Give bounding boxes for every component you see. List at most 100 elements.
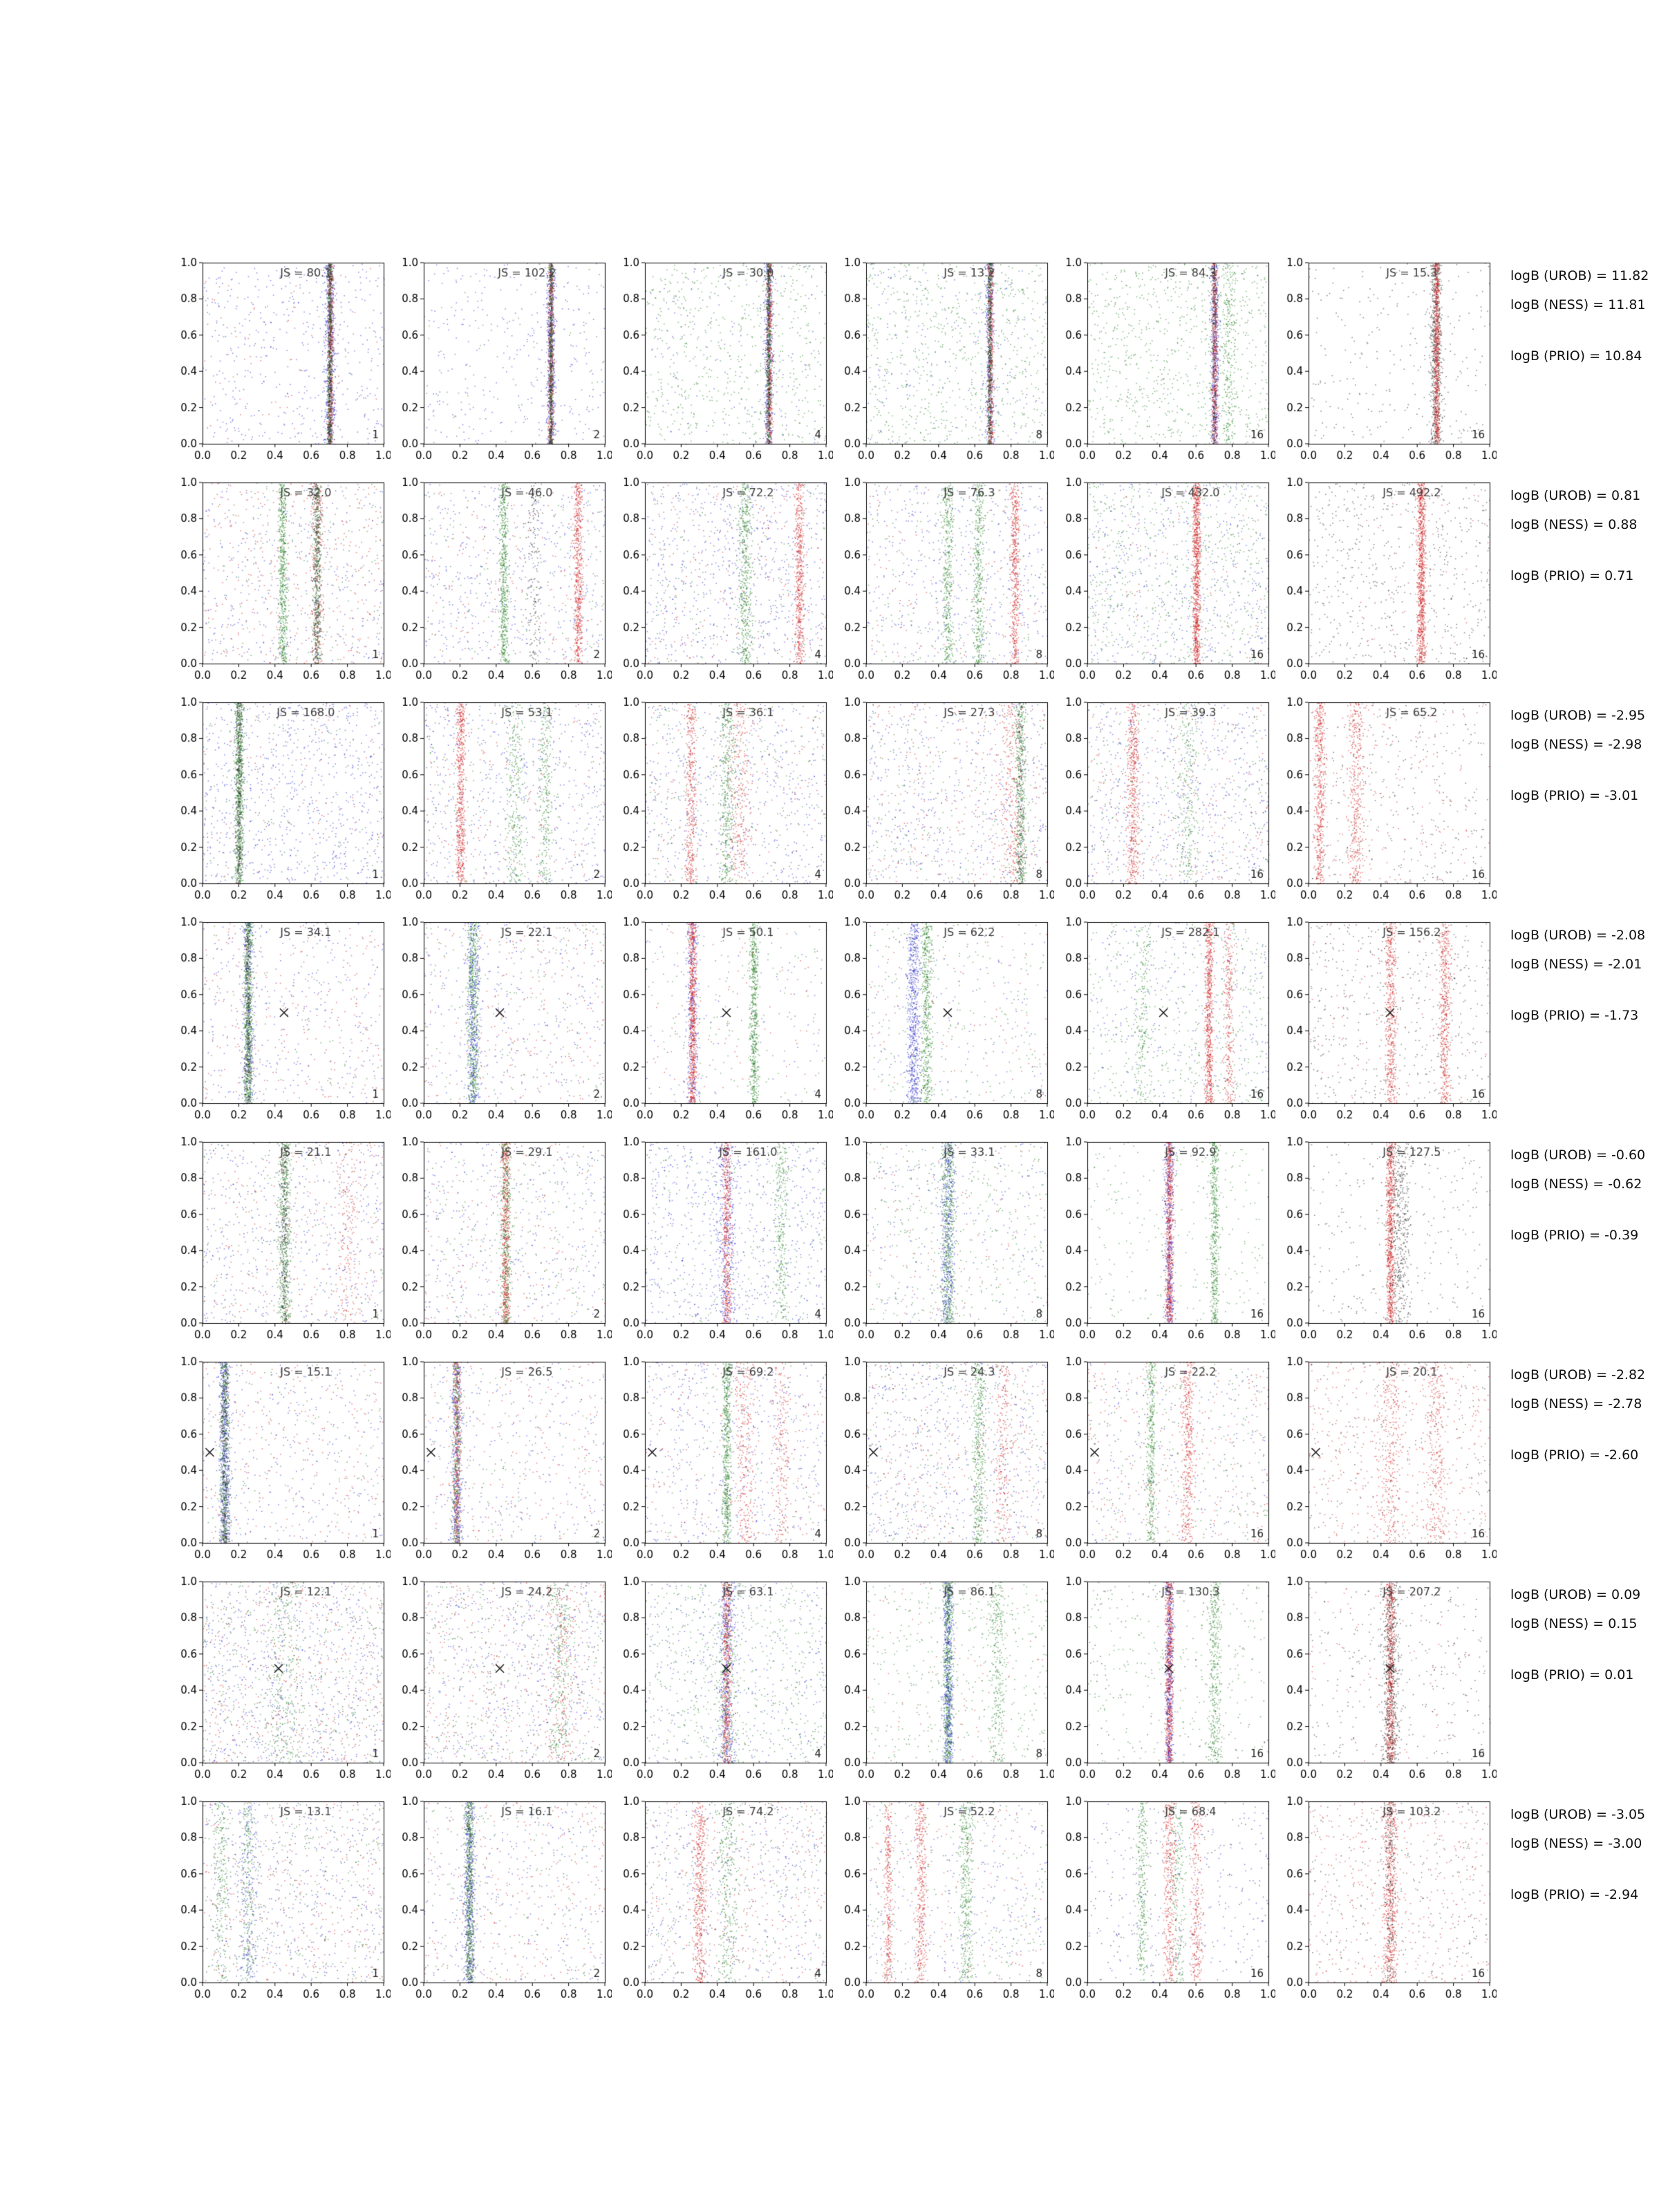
scatter-canvas [169,697,391,907]
scatter-canvas [833,1136,1054,1347]
scatter-canvas [391,1796,612,2006]
scatter-panel [391,1796,612,2006]
scatter-canvas [612,697,833,907]
scatter-canvas [1054,477,1275,687]
scatter-panel [833,1796,1054,2006]
scatter-panel [833,477,1054,687]
scatter-panel [833,1356,1054,1566]
scatter-canvas [169,917,391,1127]
scatter-canvas [833,917,1054,1127]
scatter-panel [1054,1356,1275,1566]
scatter-panel [1054,1576,1275,1786]
scatter-panel [169,1576,391,1786]
scatter-panel [612,697,833,907]
row-logb-annotations: logB (UROB) = -2.82 logB (NESS) = -2.78 lo… [1510,1356,1659,1463]
scatter-canvas [612,1356,833,1566]
logb-annotation: logB (NESS) = -2.98 [1510,737,1642,752]
scatter-panel [833,1576,1054,1786]
scatter-panel [1275,1356,1497,1566]
scatter-canvas [1054,257,1275,467]
scatter-panel [169,477,391,687]
scatter-canvas [1275,1356,1497,1566]
row-logb-annotations: logB (UROB) = -0.60 logB (NESS) = -0.62 lo… [1510,1136,1659,1243]
logb-annotation: logB (PRIO) = -0.39 [1510,1228,1639,1243]
scatter-panel [1275,697,1497,907]
scatter-canvas [833,1576,1054,1786]
row-logb-annotations: logB (UROB) = -2.95 logB (NESS) = -2.98 lo… [1510,697,1659,803]
scatter-canvas [612,1576,833,1786]
scatter-panel [1054,1136,1275,1347]
scatter-canvas [1054,1136,1275,1347]
scatter-panel [1054,257,1275,467]
logb-annotation: logB (UROB) = 11.82 [1510,268,1649,283]
scatter-canvas [1054,917,1275,1127]
figure-row: logB (UROB) = 0.81 logB (NESS) = 0.88 logB… [169,477,1659,687]
scatter-panel [612,917,833,1127]
scatter-panel [1054,477,1275,687]
scatter-canvas [1275,1136,1497,1347]
scatter-canvas [833,697,1054,907]
figure-row: logB (UROB) = -2.82 logB (NESS) = -2.78 lo… [169,1356,1659,1566]
scatter-canvas [169,257,391,467]
scatter-canvas [833,257,1054,467]
row-logb-annotations: logB (UROB) = 0.81 logB (NESS) = 0.88 logB… [1510,477,1659,583]
scatter-panel [612,1576,833,1786]
scatter-canvas [612,257,833,467]
scatter-panel [391,917,612,1127]
logb-annotation: logB (UROB) = -2.95 [1510,708,1646,723]
logb-annotation: logB (NESS) = -3.00 [1510,1836,1642,1851]
scatter-panel [169,1796,391,2006]
logb-annotation: logB (PRIO) = -2.94 [1510,1887,1639,1902]
scatter-canvas [833,1796,1054,2006]
scatter-canvas [1275,257,1497,467]
scatter-panel [612,1136,833,1347]
logb-annotation: logB (NESS) = -0.62 [1510,1177,1642,1192]
scatter-canvas [1054,697,1275,907]
logb-annotation: logB (UROB) = -2.82 [1510,1367,1646,1382]
scatter-canvas [1054,1796,1275,2006]
scatter-canvas [1275,477,1497,687]
scatter-canvas [169,1796,391,2006]
scatter-panel [1275,257,1497,467]
scatter-panel [833,257,1054,467]
scatter-panel [1275,1796,1497,2006]
figure-row: logB (UROB) = -2.95 logB (NESS) = -2.98 lo… [169,697,1659,907]
scatter-canvas [169,1356,391,1566]
scatter-panel [391,1136,612,1347]
scatter-panel [1275,1576,1497,1786]
scatter-canvas [1275,1796,1497,2006]
logb-annotation: logB (UROB) = 0.09 [1510,1587,1641,1602]
scatter-panel [612,1796,833,2006]
logb-annotation: logB (PRIO) = 10.84 [1510,348,1642,364]
scatter-canvas [169,477,391,687]
scatter-panel [391,1356,612,1566]
scatter-canvas [391,477,612,687]
scatter-panel [833,1136,1054,1347]
scatter-panel [1275,1136,1497,1347]
scatter-panel [1054,697,1275,907]
row-logb-annotations: logB (UROB) = 11.82 logB (NESS) = 11.81 lo… [1510,257,1659,364]
scatter-panel [612,477,833,687]
scatter-panel [391,697,612,907]
scatter-canvas [612,917,833,1127]
logb-annotation: logB (UROB) = -3.05 [1510,1807,1646,1822]
scatter-canvas [1054,1356,1275,1566]
logb-annotation: logB (PRIO) = -2.60 [1510,1447,1639,1463]
scatter-panel [169,697,391,907]
scatter-panel [1275,477,1497,687]
scatter-canvas [391,1576,612,1786]
scatter-panel [391,257,612,467]
logb-annotation: logB (PRIO) = -1.73 [1510,1008,1639,1023]
figure: logB (UROB) = 11.82 logB (NESS) = 11.81 lo… [169,257,1659,2016]
scatter-canvas [1275,917,1497,1127]
figure-row: logB (UROB) = -0.60 logB (NESS) = -0.62 lo… [169,1136,1659,1347]
logb-annotation: logB (NESS) = 0.15 [1510,1616,1638,1631]
scatter-canvas [833,1356,1054,1566]
scatter-panel [1054,1796,1275,2006]
logb-annotation: logB (NESS) = 0.88 [1510,517,1638,532]
scatter-canvas [169,1136,391,1347]
figure-row: logB (UROB) = 11.82 logB (NESS) = 11.81 lo… [169,257,1659,467]
scatter-canvas [1275,1576,1497,1786]
logb-annotation: logB (PRIO) = -3.01 [1510,788,1639,803]
logb-annotation: logB (UROB) = -0.60 [1510,1147,1646,1163]
